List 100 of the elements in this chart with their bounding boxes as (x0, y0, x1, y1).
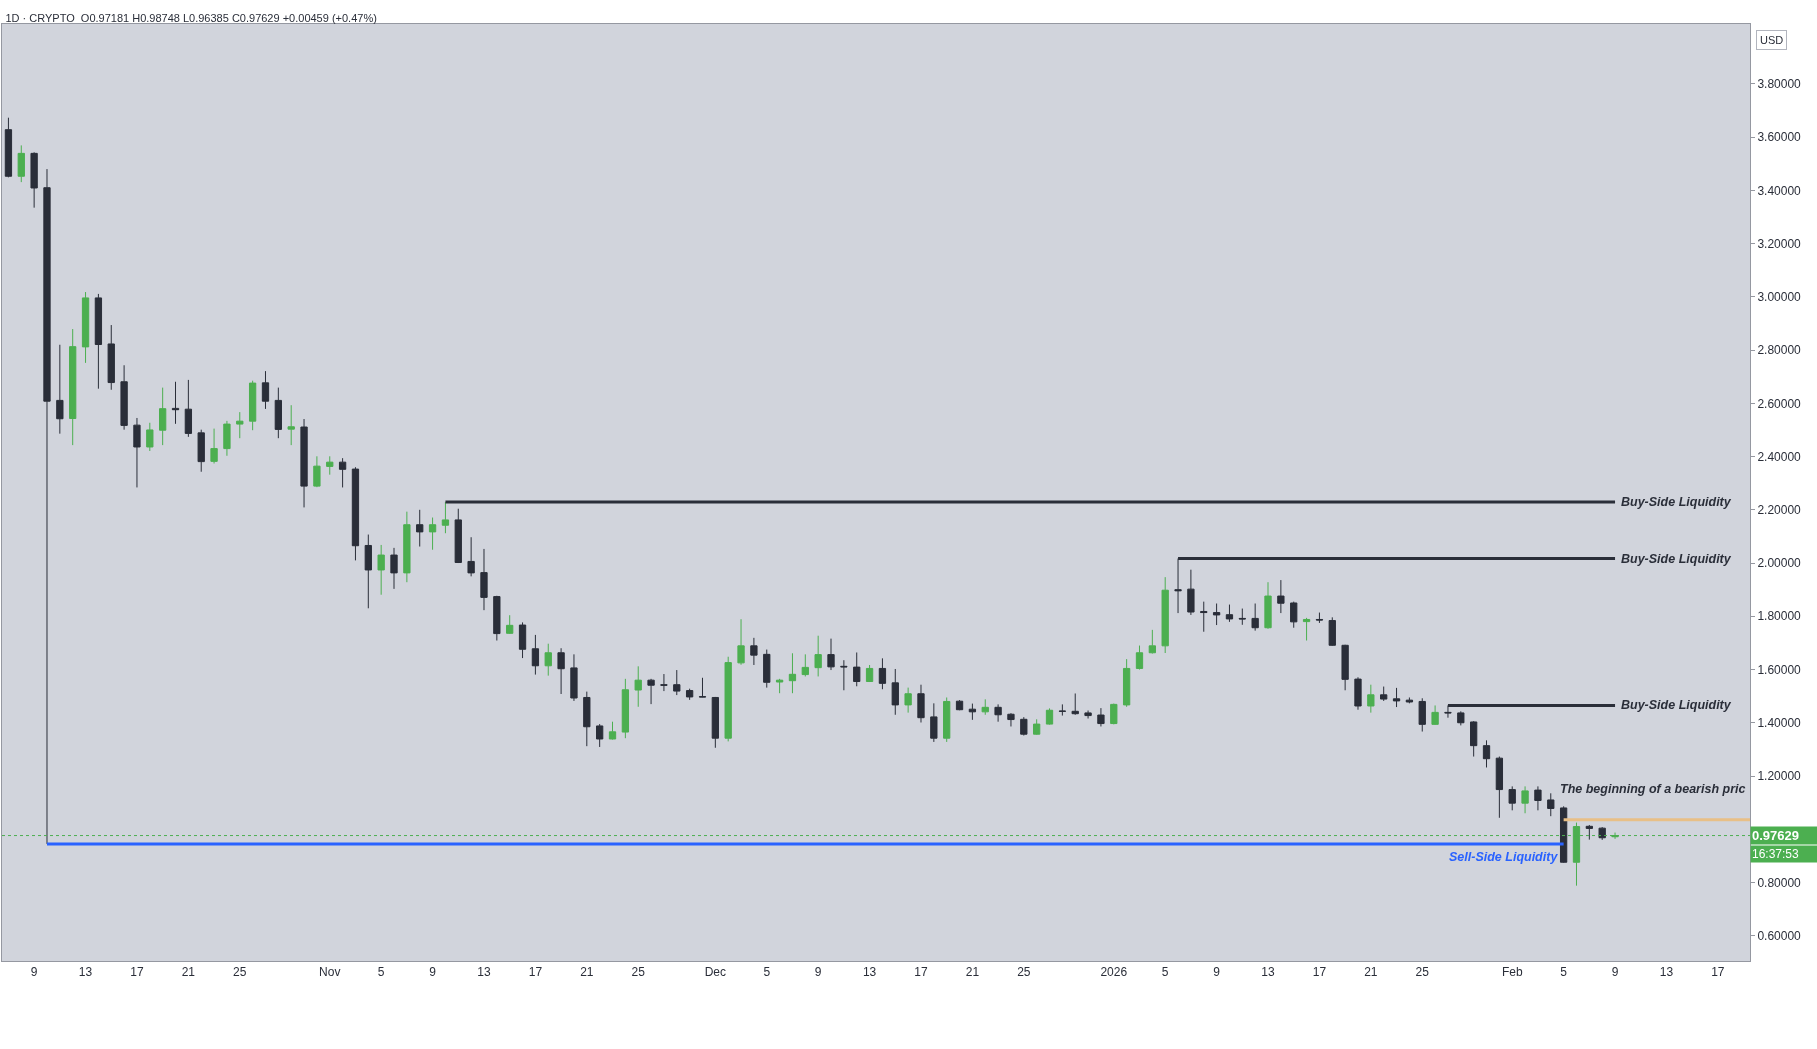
candlestick (390, 547, 398, 590)
candlestick (81, 291, 90, 364)
candlestick (1122, 658, 1131, 708)
candlestick (441, 501, 450, 534)
candlestick (1495, 756, 1504, 819)
x-tick-label: 13 (1261, 965, 1275, 980)
candlestick (711, 696, 719, 749)
candlestick (1598, 826, 1606, 841)
y-tick-label: 0.80000 (1757, 875, 1802, 890)
candlestick (197, 429, 205, 473)
x-tick-label: Dec (704, 965, 727, 980)
candlestick (43, 168, 51, 845)
candlestick (261, 370, 270, 410)
candlestick (647, 678, 655, 705)
candlestick (364, 534, 372, 609)
candlestick (968, 703, 977, 721)
candlestick (506, 614, 514, 635)
candlestick (1033, 718, 1041, 736)
candlestick (133, 417, 141, 488)
candlestick (1161, 576, 1169, 654)
candlestick (943, 696, 951, 743)
candlestick (326, 455, 334, 476)
y-tick-label: 3.80000 (1757, 77, 1802, 92)
y-tick-label: 2.60000 (1757, 396, 1802, 411)
x-tick-label: 17 (130, 965, 144, 980)
candlestick (1187, 569, 1195, 616)
candlestick (56, 344, 64, 435)
x-tick-label: 5 (1560, 965, 1568, 980)
candlestick (570, 653, 578, 702)
candlestick (300, 418, 308, 508)
series-label: Sell-Side Liquidity (1449, 850, 1559, 864)
candlestick (1148, 629, 1156, 655)
candlestick (1020, 716, 1028, 737)
candlestick (1508, 785, 1516, 811)
candlestick (1071, 692, 1079, 716)
candlestick (775, 678, 784, 694)
candlestick (634, 665, 642, 708)
candlestick (814, 635, 822, 677)
candlestick (1585, 825, 1593, 841)
candlestick (1328, 616, 1336, 647)
x-tick-label: 9 (814, 965, 822, 980)
x-tick-label: 13 (1659, 965, 1674, 980)
y-tick-label: 1.60000 (1757, 662, 1802, 677)
x-tick-label: 25 (631, 965, 646, 980)
candlestick (1315, 612, 1324, 624)
candlestick (1045, 707, 1054, 726)
candlestick (94, 293, 103, 390)
candlestick (557, 647, 565, 695)
candlestick (1058, 703, 1067, 717)
candlestick (69, 328, 77, 446)
series-label: Buy-Side Liquidity (1621, 552, 1732, 566)
candlestick (904, 687, 912, 714)
candlestick (1380, 686, 1388, 702)
y-tick-label: 2.80000 (1757, 343, 1802, 358)
y-tick-label: 1.20000 (1757, 769, 1802, 784)
candlestick (1277, 579, 1285, 614)
y-tick-label: 2.40000 (1757, 449, 1802, 464)
candlestick (865, 664, 874, 683)
candlestick (1482, 739, 1491, 768)
candlestick (493, 595, 501, 641)
y-tick-label: 3.60000 (1757, 130, 1802, 145)
x-tick-label: 13 (862, 965, 877, 980)
y-tick-label: 2.00000 (1757, 556, 1802, 571)
candlestick (107, 324, 115, 391)
x-tick-label: 17 (1312, 965, 1327, 980)
y-tick-label: 1.40000 (1757, 715, 1802, 730)
x-tick-label: 25 (233, 965, 247, 980)
x-tick-label: 25 (1415, 965, 1430, 980)
y-tick-label: 0.60000 (1757, 928, 1802, 943)
candlestick (248, 380, 257, 431)
candlestick (159, 387, 167, 446)
candlestick (1341, 644, 1349, 691)
candlestick (1238, 608, 1246, 626)
candlestick (403, 511, 411, 583)
x-tick-label: 5 (763, 965, 771, 980)
candlestick (1521, 785, 1529, 814)
candlestick (184, 379, 193, 438)
candlestick (1457, 710, 1465, 726)
ref-line-label: 0.97629 (1752, 828, 1799, 843)
x-tick-label: Feb (1501, 965, 1523, 980)
candlestick (840, 659, 848, 691)
candlestick (1392, 687, 1401, 708)
y-tick-label: 2.20000 (1757, 503, 1802, 517)
candlestick (236, 411, 244, 439)
candlestick (544, 643, 552, 677)
candlestick (660, 673, 668, 692)
candlestick (1547, 792, 1555, 817)
candlestick (1470, 720, 1478, 758)
candlestick (4, 117, 13, 178)
candlestick (763, 649, 771, 689)
x-tick-label: 21 (965, 965, 980, 980)
x-tick-label: 9 (1611, 965, 1619, 980)
candlestick (737, 618, 745, 666)
candlestick (223, 420, 231, 457)
candlestick (338, 457, 347, 488)
candlestick (467, 536, 475, 577)
candlestick (621, 678, 630, 739)
x-tick-label: 17 (1711, 965, 1725, 980)
series-label: Buy-Side Liquidity (1621, 698, 1732, 712)
candlestick (416, 509, 424, 548)
